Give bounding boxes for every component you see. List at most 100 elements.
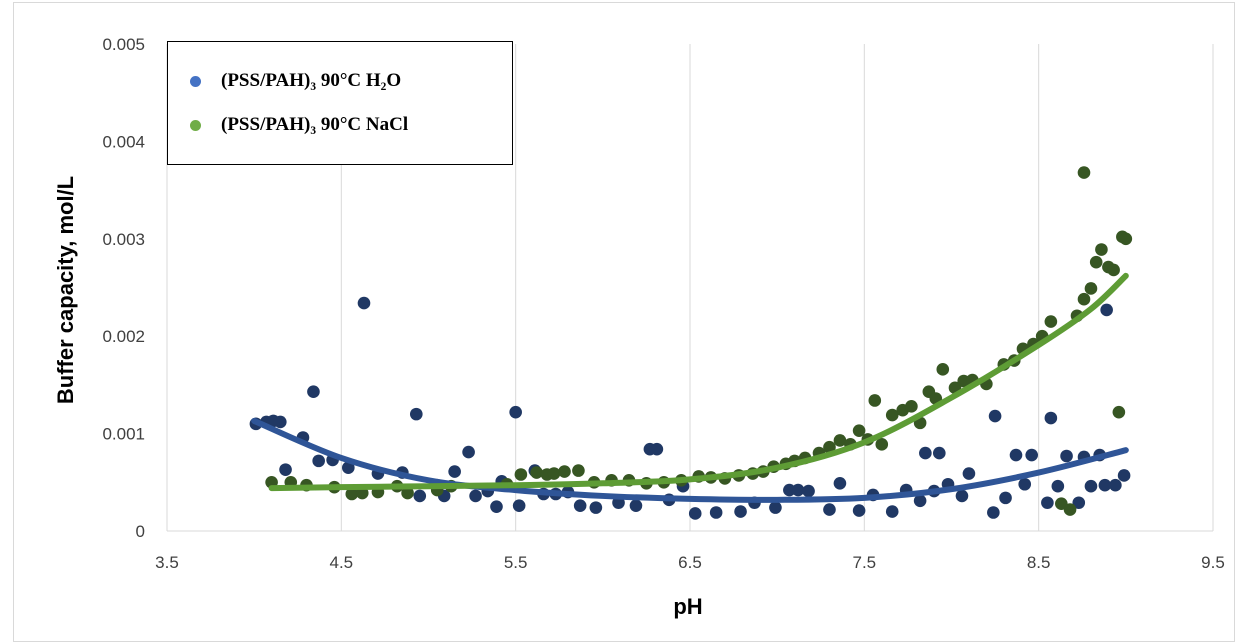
data-point xyxy=(514,468,528,481)
gridlines xyxy=(166,44,1214,532)
data-point xyxy=(629,499,643,512)
x-axis-title: pH xyxy=(673,594,702,619)
data-point xyxy=(833,434,847,447)
y-tick-label: 0.002 xyxy=(102,327,145,346)
data-point xyxy=(1025,448,1038,462)
data-point xyxy=(936,363,950,376)
legend-label-h2o: (PSS/PAH)₃ 90°C H₂O xyxy=(221,70,402,91)
data-point xyxy=(1063,503,1077,516)
data-point xyxy=(448,465,461,478)
y-tick-label: 0.004 xyxy=(102,132,145,151)
data-point xyxy=(589,501,603,514)
data-point xyxy=(547,467,561,480)
data-point xyxy=(833,476,847,490)
data-point xyxy=(572,464,585,477)
y-axis-title: Buffer capacity, mol/L xyxy=(53,176,78,404)
data-point xyxy=(1077,166,1091,179)
data-point xyxy=(312,454,325,468)
data-point xyxy=(1044,411,1058,425)
data-point xyxy=(490,500,503,513)
data-point xyxy=(913,494,927,508)
data-point xyxy=(1077,292,1091,306)
legend-marker-h2o xyxy=(190,75,201,87)
data-point xyxy=(885,408,899,422)
legend-item-nacl: (PSS/PAH)₃ 90°C NaCl xyxy=(190,113,408,137)
data-point xyxy=(401,486,414,500)
data-points xyxy=(249,166,1133,520)
data-point xyxy=(769,501,782,514)
data-point xyxy=(1107,263,1120,277)
data-point xyxy=(1089,255,1103,269)
y-tick-label: 0.003 xyxy=(102,230,145,249)
data-point xyxy=(1100,303,1113,317)
data-point xyxy=(1084,479,1098,493)
x-tick-label: 5.5 xyxy=(504,553,528,572)
x-axis-ticks: 3.5 4.5 5.5 6.5 7.5 8.5 9.5 xyxy=(155,553,1225,572)
data-point xyxy=(885,505,899,518)
data-point xyxy=(279,463,292,476)
data-point xyxy=(791,483,805,497)
data-point xyxy=(1119,232,1133,246)
data-point xyxy=(1041,496,1054,510)
x-tick-label: 4.5 xyxy=(330,553,354,572)
series-1-points xyxy=(265,166,1133,516)
data-point xyxy=(1018,477,1032,491)
data-point xyxy=(530,466,543,479)
data-point xyxy=(932,446,946,460)
data-point xyxy=(919,446,932,460)
x-tick-label: 8.5 xyxy=(1027,553,1051,572)
y-tick-label: 0.005 xyxy=(102,35,145,54)
data-point xyxy=(955,489,969,503)
data-point xyxy=(1109,478,1122,492)
data-point xyxy=(783,483,796,497)
data-point xyxy=(734,505,747,518)
trendlines xyxy=(251,272,1129,503)
data-point xyxy=(999,491,1012,505)
legend: (PSS/PAH)₃ 90°C H₂O (PSS/PAH)₃ 90°C NaCl xyxy=(167,41,513,165)
data-point xyxy=(962,467,976,480)
x-tick-label: 7.5 xyxy=(853,553,877,572)
data-point xyxy=(1009,448,1023,462)
data-point xyxy=(688,507,702,520)
data-point xyxy=(852,504,866,517)
data-point xyxy=(875,438,889,451)
series-0-trendline xyxy=(251,417,1129,503)
data-point xyxy=(1072,496,1086,510)
data-point xyxy=(1044,315,1058,328)
data-point xyxy=(409,407,423,421)
data-point xyxy=(573,499,587,512)
x-tick-label: 9.5 xyxy=(1201,553,1225,572)
data-point xyxy=(413,489,427,503)
data-point xyxy=(274,415,287,429)
data-point xyxy=(905,400,918,413)
data-point xyxy=(1095,243,1108,256)
data-point xyxy=(709,506,723,519)
legend-item-h2o: (PSS/PAH)₃ 90°C H₂O xyxy=(190,69,401,93)
data-point xyxy=(1084,282,1098,295)
data-point xyxy=(852,424,866,437)
data-point xyxy=(357,296,371,310)
data-point xyxy=(509,405,522,419)
data-point xyxy=(558,465,571,478)
data-point xyxy=(868,394,882,407)
data-point xyxy=(823,503,836,516)
data-point xyxy=(469,489,482,503)
data-point xyxy=(462,445,475,459)
data-point xyxy=(307,385,320,399)
data-point xyxy=(988,409,1002,423)
x-tick-label: 6.5 xyxy=(678,553,702,572)
data-point xyxy=(1117,469,1131,482)
data-point xyxy=(1098,478,1112,492)
data-point xyxy=(1051,479,1065,493)
y-tick-label: 0.001 xyxy=(102,425,145,444)
y-tick-label: 0 xyxy=(136,522,145,541)
legend-marker-nacl xyxy=(190,119,201,131)
x-tick-label: 3.5 xyxy=(155,553,179,572)
data-point xyxy=(1112,405,1126,419)
data-point xyxy=(342,461,355,474)
series-1-trendline xyxy=(268,272,1129,492)
data-point xyxy=(1060,449,1073,463)
data-point xyxy=(345,487,359,501)
data-point xyxy=(987,506,1000,519)
data-point xyxy=(512,499,526,512)
